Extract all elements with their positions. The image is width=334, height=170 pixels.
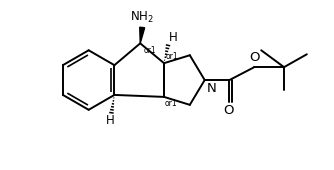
Text: O: O [249, 51, 260, 64]
Text: or1: or1 [165, 99, 178, 108]
Text: NH$_2$: NH$_2$ [130, 10, 154, 26]
Text: H: H [106, 114, 115, 127]
Text: O: O [223, 104, 234, 117]
Text: or1: or1 [143, 46, 156, 55]
Text: N: N [207, 82, 216, 95]
Text: or1: or1 [166, 52, 179, 61]
Polygon shape [140, 27, 145, 43]
Text: H: H [169, 31, 178, 44]
